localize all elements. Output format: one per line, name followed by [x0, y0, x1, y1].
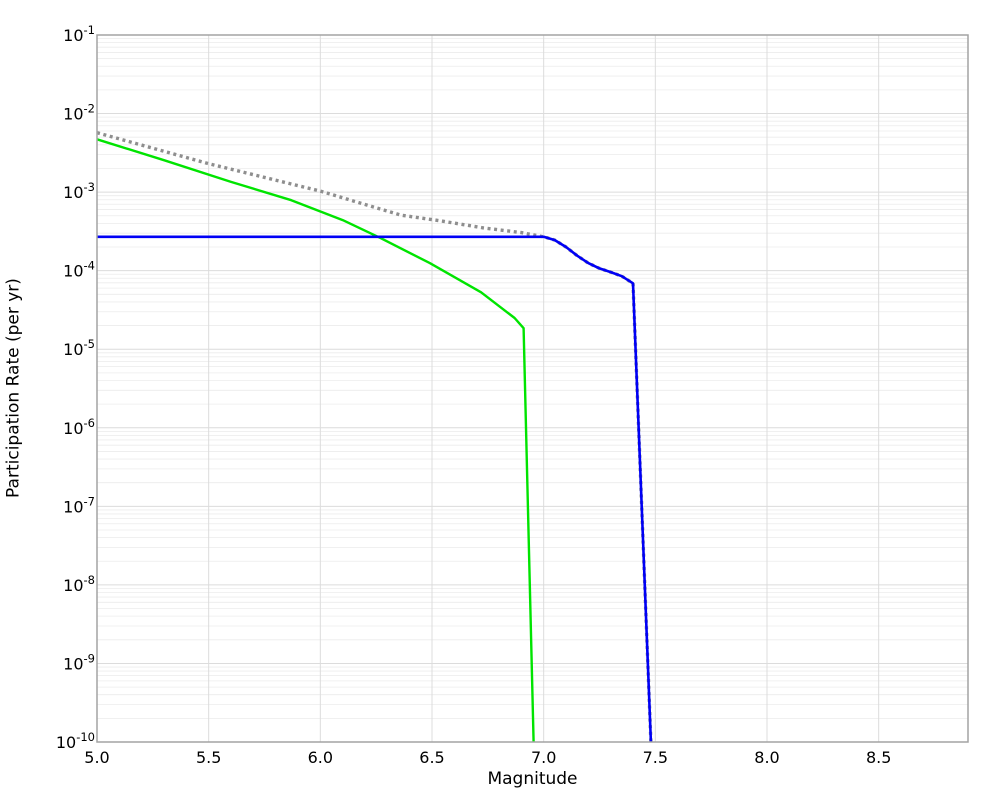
x-tick-label: 7.0: [531, 748, 556, 767]
x-tick-label: 6.5: [419, 748, 444, 767]
y-tick-label: 10-1: [63, 23, 95, 45]
series-line-blue-rate-curve: [97, 235, 653, 743]
plot-frame: [96, 34, 969, 743]
x-axis-label: Magnitude: [487, 769, 578, 789]
y-axis-label: Participation Rate (per yr): [3, 278, 24, 498]
y-tick-label: 10-8: [63, 573, 95, 595]
x-tick-label: 8.5: [866, 748, 891, 767]
y-tick-label: 10-6: [63, 416, 95, 438]
y-tick-label: 10-9: [63, 651, 95, 673]
plot-background: [97, 35, 968, 742]
x-tick-label: 6.0: [308, 748, 333, 767]
x-tick-label: 5.0: [84, 748, 109, 767]
y-tick-label: 10-7: [63, 494, 95, 516]
x-tick-label: 7.5: [643, 748, 668, 767]
x-tick-label: 8.0: [754, 748, 779, 767]
y-tick-label: 10-2: [63, 102, 95, 124]
y-tick-label: 10-3: [63, 180, 95, 202]
y-tick-label: 10-5: [63, 337, 95, 359]
y-tick-label: 10-10: [56, 730, 95, 752]
x-tick-label: 5.5: [196, 748, 221, 767]
y-tick-label: 10-4: [63, 259, 95, 281]
